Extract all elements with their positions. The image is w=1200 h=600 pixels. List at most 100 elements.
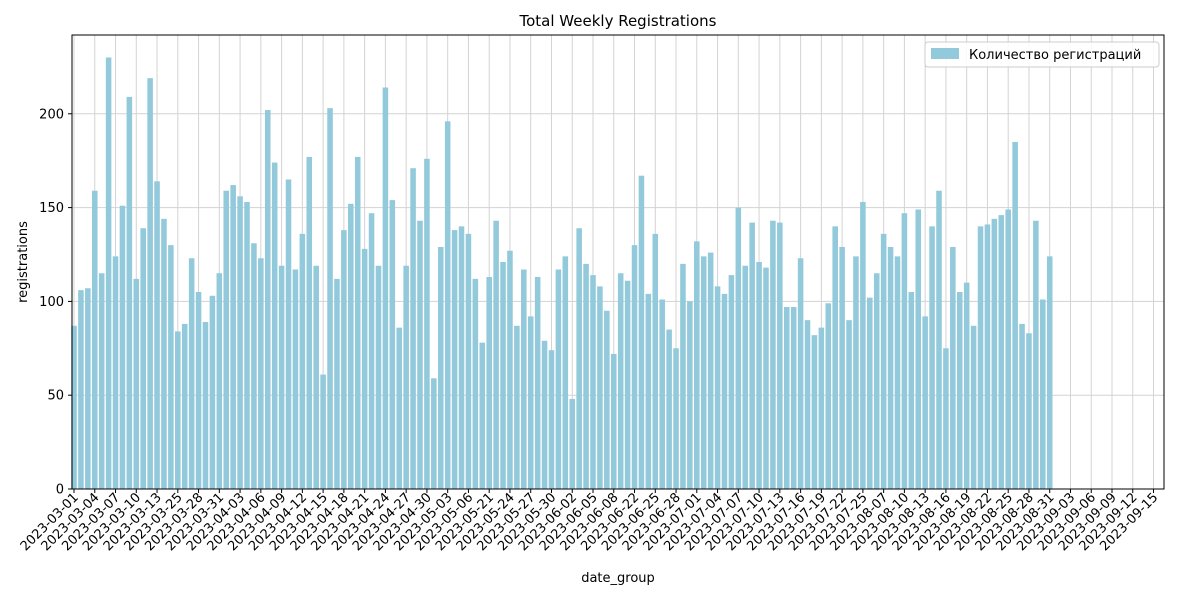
bar [894, 256, 901, 489]
bar [181, 323, 188, 489]
bar [458, 226, 465, 489]
bar [85, 288, 91, 489]
bar [576, 228, 582, 490]
bar [936, 190, 942, 489]
bar [770, 220, 776, 489]
bar [140, 228, 146, 490]
bar [147, 78, 153, 490]
bar [292, 269, 299, 489]
bar [424, 158, 430, 489]
bar [1026, 333, 1032, 489]
bar [500, 262, 506, 489]
bar [258, 258, 264, 489]
bar [569, 398, 576, 489]
bar [105, 57, 112, 490]
bar [707, 252, 714, 489]
bar [244, 201, 250, 489]
bar-layer [71, 57, 1053, 490]
bar [638, 175, 645, 489]
bar [486, 277, 492, 489]
bar [1019, 323, 1025, 489]
bar [1046, 256, 1053, 489]
bar [431, 378, 437, 489]
bar [742, 265, 749, 489]
bar [119, 205, 126, 490]
bar [998, 215, 1005, 489]
bar [929, 226, 935, 489]
bar [527, 316, 534, 489]
bar [1033, 220, 1039, 489]
bar [361, 248, 368, 489]
bar [541, 340, 548, 489]
bar [555, 269, 562, 489]
bar [832, 226, 838, 489]
bar [652, 233, 659, 489]
bar [91, 190, 98, 489]
bar [970, 325, 977, 489]
bar [313, 265, 319, 489]
bar [195, 292, 202, 489]
legend-swatch [931, 48, 959, 59]
bar [368, 213, 375, 489]
bar [853, 256, 859, 489]
bar [680, 263, 686, 489]
bar [756, 262, 762, 489]
bar [417, 220, 423, 489]
bar [479, 342, 486, 489]
bar [825, 303, 832, 489]
bar [873, 273, 880, 489]
bar [728, 275, 735, 489]
bar [168, 245, 174, 489]
y-tick-label: 150 [39, 201, 64, 216]
bar [631, 245, 638, 489]
bar [915, 209, 922, 489]
bar [389, 200, 396, 489]
x-axis-label: date_group [581, 571, 655, 586]
bar [264, 110, 271, 489]
bar [320, 374, 326, 489]
bar [645, 293, 652, 489]
bar [98, 273, 105, 489]
bar [700, 256, 707, 489]
bar [984, 224, 991, 489]
legend-label: Количество регистраций [969, 48, 1141, 63]
bar [354, 156, 361, 490]
bar [154, 181, 160, 490]
bar [382, 87, 389, 489]
bar [659, 299, 665, 489]
bar [950, 246, 956, 489]
bar [71, 325, 77, 489]
bar [161, 218, 167, 489]
bar [860, 201, 866, 489]
bar [472, 278, 479, 489]
bar [846, 320, 852, 489]
y-tick-label: 0 [56, 483, 64, 498]
bar [777, 222, 783, 489]
bar [202, 322, 209, 489]
y-tick-label: 100 [39, 295, 64, 310]
bar [991, 218, 998, 489]
bar [1040, 299, 1046, 489]
bar [818, 327, 825, 489]
bar [804, 320, 811, 489]
bar [943, 348, 949, 489]
bar [306, 156, 313, 490]
bar [230, 185, 236, 489]
bar [714, 286, 721, 489]
bar [908, 292, 915, 489]
bar [666, 329, 672, 489]
bar [223, 190, 230, 489]
bar [396, 327, 403, 489]
bar [175, 331, 181, 489]
bar [299, 233, 306, 489]
bar [514, 325, 520, 489]
bar [887, 246, 894, 489]
bar [811, 335, 818, 489]
bar [327, 108, 333, 490]
bar [348, 203, 354, 490]
bar [493, 220, 499, 489]
chart-title: Total Weekly Registrations [519, 12, 717, 30]
bar [763, 267, 769, 489]
